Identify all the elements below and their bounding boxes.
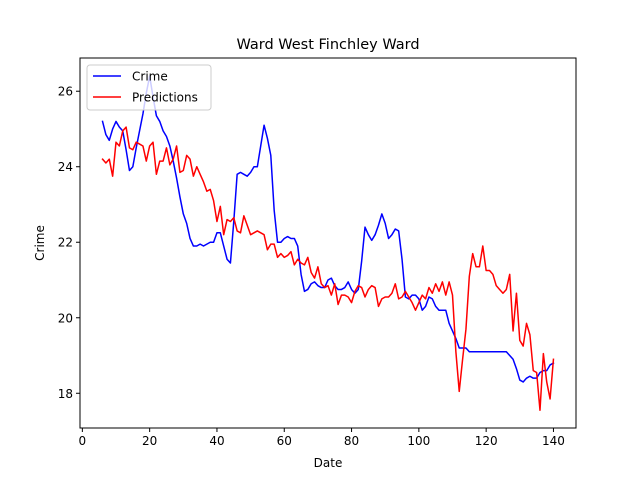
x-tick-label: 40 [209, 434, 224, 448]
x-tick-label: 80 [344, 434, 359, 448]
y-tick-label: 24 [58, 160, 73, 174]
y-tick-label: 22 [58, 236, 73, 250]
y-tick-label: 26 [58, 85, 73, 99]
x-tick-label: 60 [277, 434, 292, 448]
x-tick-label: 20 [142, 434, 157, 448]
y-tick-label: 20 [58, 311, 73, 325]
legend: Crime Predictions [86, 64, 212, 111]
x-tick-label: 140 [542, 434, 565, 448]
x-tick-label: 120 [475, 434, 498, 448]
series-line-predictions [101, 126, 555, 412]
y-axis: 18 20 22 24 26 [58, 85, 80, 401]
x-tick-label: 0 [79, 434, 87, 448]
legend-label-crime: Crime [132, 70, 168, 84]
y-axis-label: Crime [33, 225, 47, 261]
chart-title: Ward West Finchley Ward [236, 37, 419, 53]
x-axis: 0 20 40 60 80 100 120 140 [79, 428, 565, 448]
x-tick-label: 100 [407, 434, 430, 448]
series-layer [101, 75, 555, 412]
y-tick-label: 18 [58, 387, 73, 401]
series-line-crime [101, 75, 555, 383]
x-axis-label: Date [314, 456, 343, 470]
legend-label-predictions: Predictions [132, 91, 198, 105]
plot-frame [79, 57, 577, 429]
